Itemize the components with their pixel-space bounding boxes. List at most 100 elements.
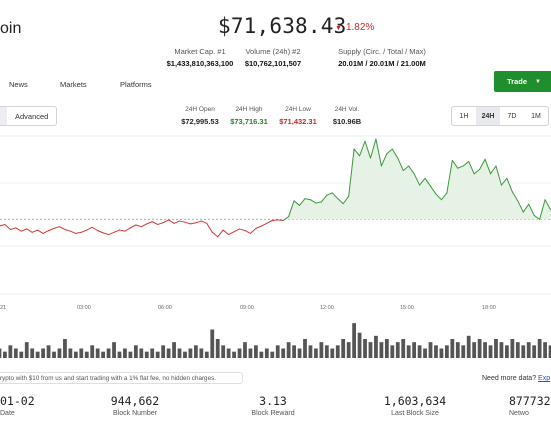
price-line-segment [457, 165, 464, 169]
volume-bar [526, 342, 531, 358]
volume-bar [204, 351, 209, 358]
explore-link[interactable]: Exp [538, 375, 551, 382]
price-line-segment [86, 226, 93, 231]
price-line-segment [408, 165, 415, 175]
volume-bar [395, 342, 400, 358]
price-line-segment [331, 192, 339, 200]
price-line-segment [544, 199, 551, 211]
volume-bar [532, 345, 537, 358]
price-line-segment [26, 228, 33, 233]
price-line-segment [9, 227, 17, 230]
volume-bar [52, 351, 56, 358]
volume-bar [144, 351, 149, 358]
volume-bar [548, 345, 551, 358]
volume-bar [3, 351, 7, 358]
footer-network-label: Netwo [509, 410, 529, 417]
h24-high-label: 24H High [235, 106, 263, 113]
price-line-segment [380, 153, 388, 167]
footer-block-size: 1,603,634 Last Block Size [375, 394, 455, 417]
volume-bar [128, 351, 133, 358]
volume-bar [8, 345, 13, 358]
volume-bar [472, 342, 477, 358]
price-line-segment [326, 192, 333, 196]
promo-text: rypto with $10 from us and start trading… [0, 374, 216, 382]
volume-bar [444, 345, 449, 358]
volume-bar [139, 348, 144, 358]
volume-bar [352, 323, 357, 358]
range-1h[interactable]: 1H [459, 112, 469, 120]
trade-button[interactable]: Trade ▼ [494, 71, 551, 92]
price-line-segment [108, 231, 115, 236]
range-24h[interactable]: 24H [476, 107, 500, 125]
tab-basic[interactable] [0, 107, 7, 125]
price-line-segment [282, 216, 290, 221]
volume-bar [417, 345, 422, 358]
footer-block-reward-value: 3.13 [259, 394, 287, 408]
tab-advanced[interactable]: Advanced [15, 111, 49, 121]
volume-bar [286, 342, 291, 358]
price-line-segment [69, 230, 77, 234]
volume-bar [330, 348, 335, 358]
nav-markets[interactable]: Markets [60, 80, 87, 89]
volume-bar [155, 351, 160, 358]
price-line-segment [468, 160, 475, 175]
price-line-segment [53, 226, 60, 229]
price-line-segment [140, 223, 148, 228]
footer-network-value: 8777326 [509, 394, 551, 408]
volume-bar [297, 348, 302, 358]
volume-bar [188, 348, 193, 358]
price-line-segment [15, 227, 22, 232]
price-chart[interactable]: 21 03:00 06:00 09:00 12:00 15:00 18:00 [0, 126, 551, 371]
volume-bar [0, 348, 2, 358]
nav-platforms[interactable]: Platforms [120, 80, 152, 89]
volume-bar [73, 351, 78, 358]
price-line-segment [58, 226, 66, 230]
volume-bar [292, 345, 296, 358]
range-1m[interactable]: 1M [531, 112, 541, 120]
price-line-segment [451, 159, 459, 169]
h24-high: 24H High $73,716.31 [223, 106, 275, 126]
volume-bar [308, 345, 313, 358]
price-line-segment [506, 177, 513, 193]
h24-low: 24H Low $71,432.31 [272, 106, 324, 126]
price-line-segment [162, 219, 170, 224]
promo-banner[interactable]: rypto with $10 from us and start trading… [0, 372, 243, 384]
range-7d[interactable]: 7D [507, 112, 517, 120]
volume-bar [237, 348, 242, 358]
volume-bar [13, 348, 18, 358]
volume-bar [123, 348, 127, 358]
price-line-segment [211, 231, 219, 238]
h24-open-label: 24H Open [185, 106, 215, 113]
price-line-segment [446, 159, 453, 194]
volume-bar [221, 345, 226, 358]
x-tick-label: 21 [0, 305, 6, 311]
price-line-segment [135, 224, 142, 228]
price-line-segment [484, 158, 492, 175]
price-line-segment [435, 193, 442, 201]
price-line-segment [320, 194, 328, 203]
volume-bar [90, 345, 95, 358]
volume-bar [172, 342, 176, 358]
price-line-segment [473, 168, 481, 175]
volume-value: $10,762,101,507 [244, 59, 302, 68]
volume-bar [368, 342, 373, 358]
nav-news[interactable]: News [9, 80, 28, 89]
app-title: oin [0, 20, 22, 37]
price-line-segment [260, 222, 268, 227]
footer-date: 01-02 Date [0, 394, 35, 417]
volume-bar [543, 342, 547, 358]
x-tick-label: 15:00 [400, 305, 414, 311]
price-line-segment [364, 140, 371, 159]
market-cap-value: $1,433,810,363,100 [166, 59, 234, 68]
supply-value: 20.01M / 20.01M / 21.00M [338, 59, 426, 68]
volume-bar [117, 351, 122, 358]
volume-bar [63, 339, 67, 358]
volume-bar [401, 339, 406, 358]
price-line-segment [424, 177, 432, 187]
volume-bar [515, 342, 520, 358]
price-line-segment [271, 219, 279, 221]
price-line-segment [277, 219, 284, 221]
volume-bar [494, 339, 498, 358]
volume-bar [363, 339, 367, 358]
h24-open-value: $72,995.53 [181, 117, 219, 126]
